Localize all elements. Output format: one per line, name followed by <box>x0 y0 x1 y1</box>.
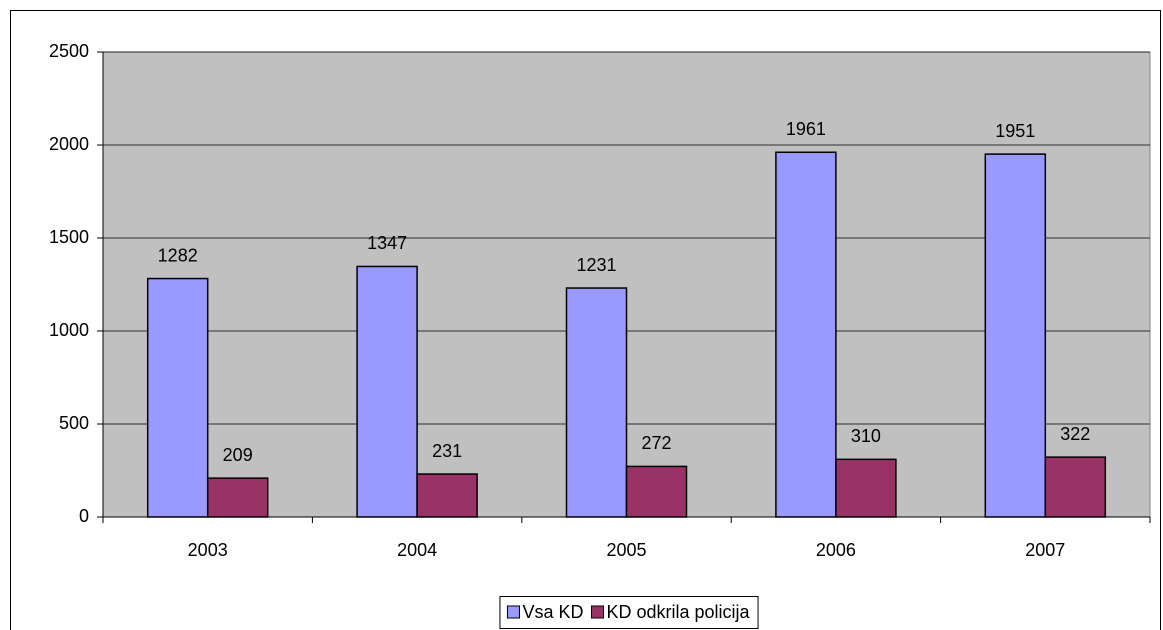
data-label: 1961 <box>786 119 826 139</box>
y-tick-label: 2000 <box>49 134 89 154</box>
x-tick-label: 2005 <box>606 540 646 560</box>
y-tick-label: 500 <box>59 413 89 433</box>
data-label: 310 <box>851 426 881 446</box>
data-label: 1282 <box>158 245 198 265</box>
y-tick-label: 1000 <box>49 320 89 340</box>
bar <box>1044 456 1107 518</box>
legend-label: KD odkrila policija <box>606 602 750 622</box>
bar <box>146 277 209 518</box>
data-label: 322 <box>1060 424 1090 444</box>
data-label: 272 <box>641 433 671 453</box>
data-label: 1951 <box>995 121 1035 141</box>
bar <box>206 477 269 518</box>
x-tick-label: 2004 <box>397 540 437 560</box>
data-label: 231 <box>432 441 462 461</box>
x-tick-label: 2007 <box>1025 540 1065 560</box>
legend-swatch <box>506 605 520 619</box>
bar <box>775 151 837 518</box>
y-tick-label: 1500 <box>49 227 89 247</box>
data-label: 209 <box>223 445 253 465</box>
bar <box>565 287 628 518</box>
x-tick-label: 2006 <box>816 540 856 560</box>
y-tick-label: 0 <box>79 506 89 526</box>
bar <box>416 473 478 518</box>
data-label: 1347 <box>367 233 407 253</box>
bar <box>984 153 1047 518</box>
bar <box>625 465 688 518</box>
legend-swatch <box>590 605 604 619</box>
x-tick-label: 2003 <box>188 540 228 560</box>
data-label: 1231 <box>576 255 616 275</box>
legend <box>499 596 759 629</box>
bar <box>835 458 897 518</box>
bar <box>356 265 418 518</box>
legend-label: Vsa KD <box>522 602 583 622</box>
y-tick-label: 2500 <box>49 41 89 61</box>
